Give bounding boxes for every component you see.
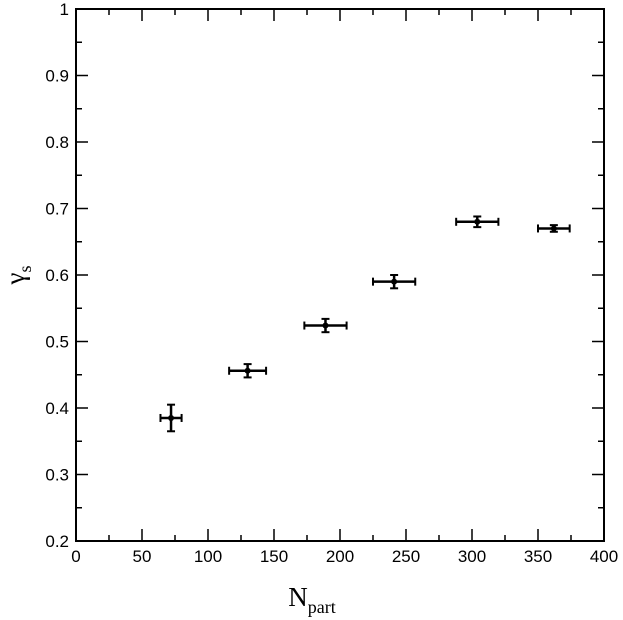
- y-tick-label: 0.9: [45, 67, 69, 86]
- data-point: [537, 224, 571, 233]
- x-tick-label: 300: [458, 547, 486, 566]
- x-axis-label-sub: part: [308, 597, 336, 617]
- y-axis-label-sub: s: [15, 266, 35, 273]
- y-tick-label: 0.3: [45, 466, 69, 485]
- point-marker: [474, 218, 481, 225]
- point-marker: [168, 414, 175, 421]
- y-tick-label: 0.2: [45, 532, 69, 551]
- x-tick-label: 0: [71, 547, 80, 566]
- y-axis-label-main: γ: [0, 272, 30, 285]
- x-tick-label: 200: [326, 547, 354, 566]
- point-marker: [391, 278, 398, 285]
- y-axis-label: γs: [0, 266, 35, 286]
- y-tick-label: 0.5: [45, 333, 69, 352]
- y-tick-label: 0.4: [45, 399, 69, 418]
- x-tick-label: 250: [392, 547, 420, 566]
- plot-frame: [75, 8, 605, 542]
- y-tick-label: 0.6: [45, 266, 69, 285]
- point-marker: [244, 367, 251, 374]
- y-tick-label: 0.8: [45, 133, 69, 152]
- data-point: [455, 215, 500, 229]
- data-points: [159, 215, 571, 433]
- x-tick-label: 350: [524, 547, 552, 566]
- x-tick-label: 50: [133, 547, 152, 566]
- tick-labels: 0 50 100 150 200 250 300 350 400 0.2 0.3 0.4 0.5 0.6 0…: [45, 0, 618, 566]
- point-marker: [550, 225, 557, 232]
- x-tick-label: 400: [590, 547, 618, 566]
- x-axis-label-main: N: [288, 582, 308, 612]
- data-point: [228, 363, 268, 379]
- data-point: [159, 403, 183, 433]
- axis-ticks: [75, 8, 605, 542]
- data-point: [372, 274, 417, 290]
- y-tick-label: 1: [60, 0, 69, 19]
- x-tick-label: 150: [260, 547, 288, 566]
- point-marker: [322, 322, 329, 329]
- x-tick-label: 100: [194, 547, 222, 566]
- x-axis-label: Npart: [288, 582, 335, 617]
- data-point: [303, 317, 348, 334]
- y-tick-label: 0.7: [45, 200, 69, 219]
